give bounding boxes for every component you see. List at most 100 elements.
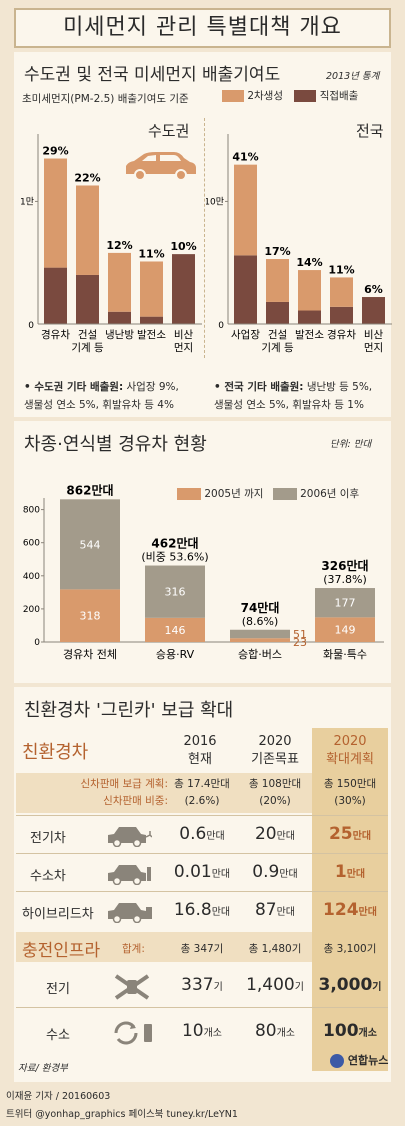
capital-label: 수도권 (148, 122, 190, 140)
capital-category-label: 경유차 (41, 328, 70, 341)
sales-2020a: 총 108만대 (20%) (240, 776, 310, 810)
hybrid-2020a-value: 87 (254, 900, 277, 920)
capital-tick-top: 1만 (20, 196, 34, 207)
emission-legend: 2차생성 직접배출 (222, 88, 392, 103)
sales-2016: 총 17.4만대 (2.6%) (168, 776, 236, 810)
capital-category-label: 건설 (78, 329, 97, 341)
hybrid-2020b-value: 124 (323, 900, 359, 920)
diesel-bar-2005 (60, 589, 120, 642)
infra-sum-label: 합계: (122, 943, 145, 955)
diesel-value-2006: 177 (335, 597, 356, 610)
hydrogen-2020b-value: 1 (334, 862, 347, 882)
capital-category-label: 기계 등 (71, 342, 104, 354)
diesel-unit: 단위: 만대 (330, 439, 372, 450)
diesel-share-label: (비중 53.6%) (141, 551, 208, 564)
diesel-tick-label: 800 (23, 506, 40, 516)
hybrid-2016-unit: 만대 (211, 907, 231, 918)
charger-icon (114, 974, 150, 1000)
nation-bar-label: 17% (264, 245, 290, 258)
h2-infra-2020a: 80개소 (240, 1021, 310, 1041)
capital-bar-secondary (108, 252, 131, 312)
nation-bar-direct (330, 306, 353, 324)
diesel-total-label: 462만대 (151, 536, 198, 551)
col-2020b-year: 2020 (333, 734, 367, 749)
nation-category-label: 먼지 (364, 342, 383, 354)
capital-note-title: • 수도권 기타 배출원: (24, 381, 124, 393)
diesel-total-label: 326만대 (321, 558, 368, 573)
hybrid-label: 하이브리드차 (22, 907, 94, 922)
capital-bar-secondary (76, 185, 99, 275)
capital-bar-label: 12% (106, 239, 132, 252)
row-divider (16, 853, 388, 854)
capital-bar-label: 11% (138, 247, 164, 260)
elec-infra-2020b: 3,000기 (312, 975, 388, 995)
diesel-category-label: 승용·RV (156, 648, 195, 661)
diesel-tick-label: 200 (23, 605, 40, 615)
capital-bar-direct (140, 316, 163, 324)
diesel-value-2006: 51 (293, 628, 307, 641)
sales-2020b: 총 150만대 (30%) (312, 776, 388, 810)
nation-bar-label: 6% (364, 283, 383, 296)
col-2016-year: 2016 (183, 734, 217, 749)
h2-infra-2020a-value: 80 (254, 1021, 277, 1041)
diesel-bar-2006 (315, 588, 375, 618)
hybrid-2020a: 87만대 (240, 900, 310, 920)
diesel-bar-2006 (230, 629, 290, 639)
nation-bar-direct (298, 310, 321, 324)
legend-2005-label: 2005년 까지 (204, 488, 264, 500)
eco-label: 친환경차 (22, 742, 89, 763)
hydrogen-2016-unit: 만대 (211, 869, 231, 880)
col-2016-sub: 현재 (188, 752, 212, 767)
col-2020b: 2020 확대계획 (312, 733, 388, 769)
emission-subtitle: 초미세먼지(PM-2.5) 배출기여도 기준 (22, 93, 189, 105)
row-divider (16, 815, 388, 816)
col-2020a-sub: 기존목표 (251, 752, 299, 767)
hybrid-2020b-unit: 만대 (358, 907, 377, 918)
nation-note-title: • 전국 기타 배출원: (214, 381, 304, 393)
h2-infra-label: 수소 (46, 1028, 70, 1043)
capital-bar-label: 10% (170, 240, 196, 253)
highlight-column (312, 728, 388, 1071)
page-title: 미세먼지 관리 특별대책 개요 (14, 8, 391, 48)
diesel-tick-label: 600 (23, 539, 40, 549)
h2-infra-2020b: 100개소 (312, 1021, 388, 1041)
elec-infra-label: 전기 (46, 982, 70, 997)
h2-infra-2020b-value: 100 (323, 1021, 359, 1041)
sales-labels: 신차판매 보급 계획: 신차판매 비중: (40, 776, 169, 810)
yonhap-logo: 연합뉴스 (330, 1052, 388, 1068)
diesel-category-label: 화물·특수 (323, 648, 367, 661)
nation-bar-secondary (330, 277, 353, 307)
hydrogen-2020a-value: 0.9 (252, 862, 280, 882)
chart-divider (204, 118, 205, 358)
sales-2020a-share: (20%) (259, 795, 291, 807)
h2-infra-2016-unit: 개소 (203, 1028, 223, 1039)
diesel-value-2006: 544 (80, 538, 101, 551)
nation-tick-top: 10만 (206, 196, 224, 207)
diesel-bar-2006 (60, 499, 120, 590)
diesel-category-label: 경유차 전체 (63, 648, 117, 661)
diesel-bar-2005 (315, 617, 375, 642)
legend-2006-label: 2006년 이후 (300, 488, 360, 500)
logo-mark-icon (330, 1054, 344, 1068)
source-label: 자료/ 환경부 (18, 1063, 68, 1074)
capital-bar-direct (108, 311, 131, 324)
infra-label: 충전인프라 (22, 941, 101, 961)
hydrogen-2016: 0.01만대 (168, 862, 236, 882)
diesel-bar-2006 (145, 565, 205, 618)
reporter-line: 이재윤 기자 / 20160603 (6, 1091, 111, 1102)
elec-infra-2020b-unit: 기 (372, 982, 382, 993)
sales-2020b-share: (30%) (334, 795, 366, 807)
diesel-value-2005: 318 (80, 610, 101, 623)
year-label: 2013년 통계 (326, 71, 380, 82)
sales-2016-total: 총 17.4만대 (174, 778, 230, 790)
emission-title: 수도권 및 전국 미세먼지 배출기여도 (24, 65, 281, 85)
elec-infra-2020a-value: 1,400 (246, 975, 295, 995)
row-divider (16, 891, 388, 892)
sales-2020a-total: 총 108만대 (248, 778, 302, 790)
nation-category-label: 건설 (268, 329, 287, 341)
elec-infra-2016-unit: 기 (213, 982, 223, 993)
col-2020b-sub: 확대계획 (326, 752, 374, 767)
